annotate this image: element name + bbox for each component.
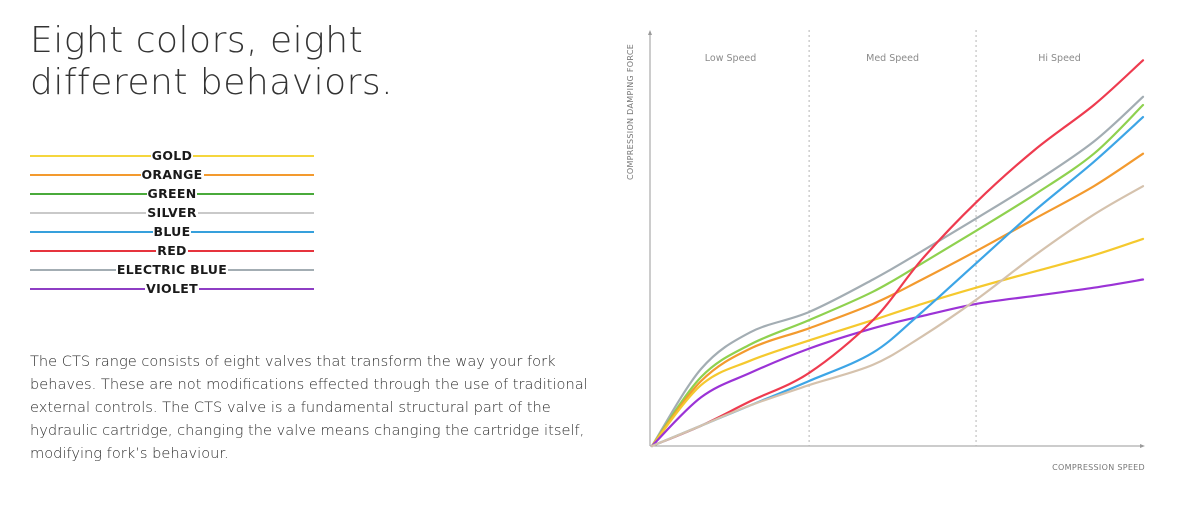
y-axis-label: COMPRESSION DAMPING FORCE	[626, 44, 635, 180]
legend-item-silver: SILVER	[30, 203, 315, 222]
legend-item-blue: BLUE	[30, 222, 314, 241]
legend-item-electric-blue: ELECTRIC BLUE	[30, 260, 314, 279]
series-line-electric-blue	[650, 95, 1145, 448]
legend-line-left	[30, 154, 151, 157]
legend-line-right	[193, 154, 314, 157]
legend-line-right	[187, 249, 315, 252]
legend-label: BLUE	[153, 224, 191, 239]
legend-label: ORANGE	[141, 167, 203, 182]
legend-item-orange: ORANGE	[30, 165, 314, 184]
legend-line-left	[30, 287, 146, 290]
legend-line-right	[228, 268, 314, 271]
x-axis-arrow	[1140, 444, 1145, 448]
legend-label: GOLD	[151, 148, 193, 163]
region-label-hi-speed: Hi Speed	[1038, 53, 1081, 64]
legend-line-right	[191, 230, 314, 233]
legend-label: VIOLET	[146, 281, 198, 296]
series-line-violet	[650, 278, 1145, 448]
page-heading: Eight colors, eight different behaviors.	[30, 20, 394, 103]
y-axis-arrow	[648, 30, 652, 35]
series-line-blue	[650, 116, 1145, 448]
legend-label: GREEN	[147, 186, 197, 201]
legend-label: RED	[157, 243, 187, 258]
color-legend: GOLD ORANGE GREEN SILVER BLUE RED ELECTRIC BLU…	[30, 146, 315, 298]
damping-chart: Low Speed Med Speed Hi Speed COMPRESSION D…	[626, 30, 1145, 472]
legend-item-red: RED	[30, 241, 315, 260]
legend-label: ELECTRIC BLUE	[116, 262, 228, 277]
legend-line-left	[30, 230, 153, 233]
legend-item-green: GREEN	[30, 184, 314, 203]
legend-line-left	[30, 268, 116, 271]
legend-line-right	[198, 287, 315, 290]
series-line-orange	[650, 152, 1145, 448]
legend-item-gold: GOLD	[30, 146, 314, 165]
legend-line-right	[203, 173, 314, 176]
description-text: The CTS range consists of eight valves t…	[30, 353, 588, 462]
series-line-silver	[650, 185, 1145, 448]
legend-line-left	[30, 249, 157, 252]
legend-item-violet: VIOLET	[30, 279, 315, 298]
region-label-low-speed: Low Speed	[705, 53, 757, 64]
series-line-gold	[650, 237, 1145, 448]
series-line-red	[650, 59, 1145, 448]
legend-line-left	[30, 173, 141, 176]
series-line-green	[650, 103, 1145, 448]
region-label-med-speed: Med Speed	[866, 53, 919, 64]
legend-line-left	[30, 192, 147, 195]
legend-line-left	[30, 211, 147, 214]
legend-line-right	[197, 192, 314, 195]
legend-line-right	[197, 211, 315, 214]
legend-label: SILVER	[147, 205, 197, 220]
x-axis-label: COMPRESSION SPEED	[1052, 463, 1145, 472]
